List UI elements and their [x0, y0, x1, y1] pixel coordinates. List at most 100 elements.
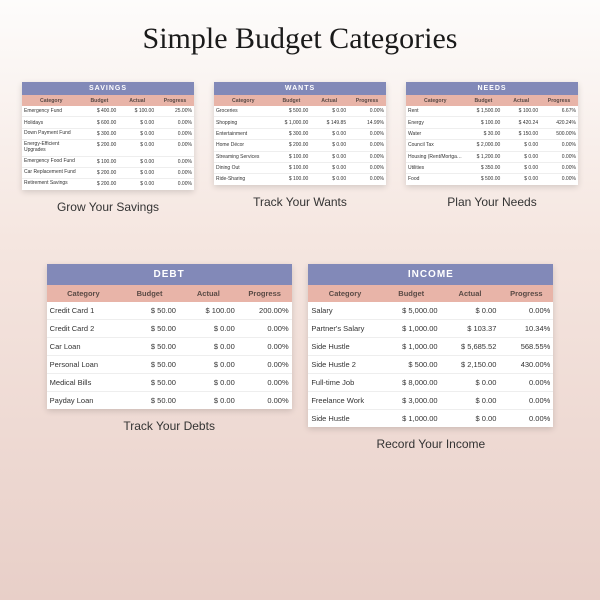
cell-progress: 0.00%: [238, 392, 292, 409]
cell-actual: $ 0.00: [118, 140, 156, 155]
cell-actual: $ 0.00: [441, 374, 500, 391]
cell-category: Food: [406, 174, 464, 184]
cell-progress: 25.00%: [156, 106, 194, 116]
cell-actual: $ 149.85: [310, 117, 348, 127]
cell-progress: 0.00%: [156, 129, 194, 139]
cell-budget: $ 100.00: [272, 163, 310, 173]
debt-wrap: DEBTCategoryBudgetActualProgressCredit C…: [47, 264, 292, 451]
cell-category: Down Payment Fund: [22, 129, 80, 139]
cell-budget: $ 500.00: [464, 174, 502, 184]
cell-category: Dining Out: [214, 163, 272, 173]
cell-progress: 0.00%: [499, 392, 553, 409]
wants-caption: Track Your Wants: [253, 195, 347, 209]
cell-progress: 0.00%: [238, 374, 292, 391]
cell-budget: $ 200.00: [272, 140, 310, 150]
cell-actual: $ 0.00: [441, 410, 500, 427]
table-row: Emergency Fund$ 400.00$ 100.0025.00%: [22, 106, 194, 117]
cell-category: Full-time Job: [308, 374, 382, 391]
cell-budget: $ 1,000.00: [382, 410, 441, 427]
table-row: Holidays$ 600.00$ 0.000.00%: [22, 117, 194, 128]
table-row: Groceries$ 500.00$ 0.000.00%: [214, 106, 386, 117]
table-row: Salary$ 5,000.00$ 0.000.00%: [308, 302, 553, 320]
cell-budget: $ 3,000.00: [382, 392, 441, 409]
cell-category: Utilities: [406, 163, 464, 173]
cell-category: Energy-Efficient Upgrades: [22, 140, 80, 155]
savings-header: CategoryBudgetActualProgress: [22, 95, 194, 106]
wants-header: CategoryBudgetActualProgress: [214, 95, 386, 106]
table-row: Car Replacement Fund$ 200.00$ 0.000.00%: [22, 168, 194, 179]
cell-budget: $ 200.00: [80, 168, 118, 178]
cell-budget: $ 1,000.00: [272, 117, 310, 127]
cell-budget: $ 100.00: [272, 152, 310, 162]
cell-category: Credit Card 1: [47, 302, 121, 319]
cell-progress: 0.00%: [348, 129, 386, 139]
cell-category: Freelance Work: [308, 392, 382, 409]
cell-progress: 0.00%: [499, 302, 553, 319]
col-category: Category: [22, 95, 80, 106]
cell-budget: $ 1,000.00: [382, 338, 441, 355]
cell-budget: $ 50.00: [120, 338, 179, 355]
col-actual: Actual: [502, 95, 540, 106]
table-row: Credit Card 1$ 50.00$ 100.00200.00%: [47, 302, 292, 320]
top-row: SAVINGSCategoryBudgetActualProgressEmerg…: [0, 82, 600, 214]
cell-budget: $ 50.00: [120, 356, 179, 373]
cell-progress: 0.00%: [156, 157, 194, 167]
cell-progress: 0.00%: [156, 140, 194, 155]
cell-category: Groceries: [214, 106, 272, 116]
cell-actual: $ 0.00: [502, 152, 540, 162]
cell-progress: 0.00%: [499, 374, 553, 391]
col-progress: Progress: [348, 95, 386, 106]
cell-progress: 0.00%: [499, 410, 553, 427]
savings-caption: Grow Your Savings: [57, 200, 159, 214]
table-row: Streaming Services$ 100.00$ 0.000.00%: [214, 152, 386, 163]
savings-wrap: SAVINGSCategoryBudgetActualProgressEmerg…: [22, 82, 194, 214]
wants-card: WANTSCategoryBudgetActualProgressGroceri…: [214, 82, 386, 185]
table-row: Retirement Savings$ 200.00$ 0.000.00%: [22, 179, 194, 189]
cell-budget: $ 8,000.00: [382, 374, 441, 391]
page-title: Simple Budget Categories: [0, 0, 600, 74]
cell-budget: $ 50.00: [120, 320, 179, 337]
debt-title: DEBT: [47, 264, 292, 285]
cell-category: Shopping: [214, 117, 272, 127]
col-progress: Progress: [499, 285, 553, 302]
col-actual: Actual: [310, 95, 348, 106]
cell-category: Personal Loan: [47, 356, 121, 373]
cell-progress: 420.24%: [540, 117, 578, 127]
cell-progress: 500.00%: [540, 129, 578, 139]
cell-progress: 0.00%: [156, 117, 194, 127]
needs-caption: Plan Your Needs: [447, 195, 536, 209]
table-row: Entertainment$ 300.00$ 0.000.00%: [214, 129, 386, 140]
table-row: Down Payment Fund$ 300.00$ 0.000.00%: [22, 129, 194, 140]
income-card: INCOMECategoryBudgetActualProgressSalary…: [308, 264, 553, 427]
income-caption: Record Your Income: [376, 437, 485, 451]
cell-budget: $ 350.00: [464, 163, 502, 173]
cell-actual: $ 0.00: [118, 129, 156, 139]
cell-actual: $ 100.00: [179, 302, 238, 319]
bottom-row: DEBTCategoryBudgetActualProgressCredit C…: [0, 264, 600, 451]
table-row: Partner's Salary$ 1,000.00$ 103.3710.34%: [308, 320, 553, 338]
col-category: Category: [214, 95, 272, 106]
table-row: Side Hustle$ 1,000.00$ 0.000.00%: [308, 410, 553, 427]
cell-category: Council Tax: [406, 140, 464, 150]
cell-budget: $ 100.00: [80, 157, 118, 167]
cell-actual: $ 0.00: [310, 174, 348, 184]
cell-category: Ride-Sharing: [214, 174, 272, 184]
table-row: Utilities$ 350.00$ 0.000.00%: [406, 163, 578, 174]
cell-progress: 0.00%: [156, 179, 194, 189]
table-row: Energy$ 100.00$ 420.24420.24%: [406, 117, 578, 128]
cell-actual: $ 100.00: [118, 106, 156, 116]
cell-budget: $ 50.00: [120, 374, 179, 391]
cell-category: Streaming Services: [214, 152, 272, 162]
cell-actual: $ 0.00: [310, 140, 348, 150]
cell-budget: $ 300.00: [80, 129, 118, 139]
cell-progress: 10.34%: [499, 320, 553, 337]
col-actual: Actual: [179, 285, 238, 302]
table-row: Freelance Work$ 3,000.00$ 0.000.00%: [308, 392, 553, 410]
cell-category: Credit Card 2: [47, 320, 121, 337]
cell-budget: $ 500.00: [272, 106, 310, 116]
cell-progress: 200.00%: [238, 302, 292, 319]
income-wrap: INCOMECategoryBudgetActualProgressSalary…: [308, 264, 553, 451]
cell-progress: 0.00%: [348, 152, 386, 162]
col-budget: Budget: [464, 95, 502, 106]
table-row: Housing (Rent/Mortgage)$ 1,200.00$ 0.000…: [406, 152, 578, 163]
